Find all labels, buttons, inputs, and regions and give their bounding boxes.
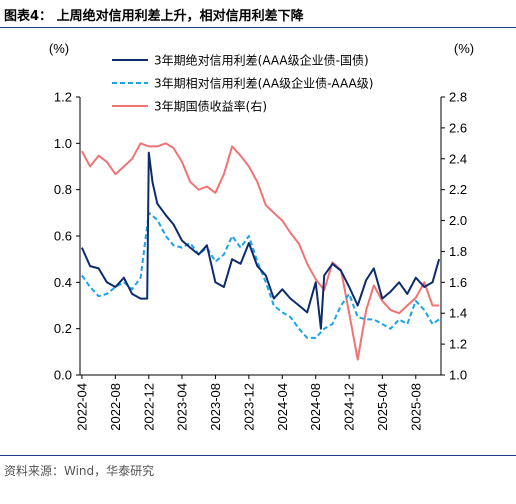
series-line-1 <box>81 211 440 339</box>
right-y-tick-label: 1.2 <box>449 337 467 352</box>
left-y-tick-label: 0.4 <box>54 275 72 290</box>
x-tick-label: 2025-04 <box>375 383 390 431</box>
legend-label-0: 3年期绝对信用利差(AAA级企业债-国债) <box>154 53 369 68</box>
figure-title: 图表4： 上周绝对信用利差上升，相对信用利差下降 <box>4 9 304 24</box>
right-y-tick-label: 1.6 <box>449 275 467 290</box>
legend: 3年期绝对信用利差(AAA级企业债-国债) 3年期相对信用利差(AA级企业债-AA… <box>112 53 373 114</box>
left-y-tick-label: 1.0 <box>54 136 72 151</box>
left-y-tick-label: 0.0 <box>54 368 72 383</box>
right-y-tick-label: 2.8 <box>449 90 467 105</box>
right-y-tick-label: 2.0 <box>449 213 467 228</box>
source-rule <box>0 455 516 456</box>
x-tick-label: 2024-12 <box>342 383 357 431</box>
axis-ticks: 0.0 0.2 0.4 0.6 0.8 1.0 1.2 1.0 1.2 1.4 1.6 1.8 2.0 2… <box>54 90 467 431</box>
series-lines <box>80 142 441 361</box>
right-y-tick-label: 2.2 <box>449 182 467 197</box>
x-tick-label: 2022-08 <box>108 383 123 431</box>
left-y-tick-label: 0.8 <box>54 182 72 197</box>
x-tick-label: 2023-12 <box>241 383 256 431</box>
legend-label-1: 3年期相对信用利差(AA级企业债-AAA级) <box>154 76 373 91</box>
right-y-tick-label: 2.4 <box>449 151 467 166</box>
x-tick-label: 2025-08 <box>408 383 423 431</box>
x-tick-label: 2024-04 <box>275 383 290 431</box>
left-unit-label: (%) <box>49 41 69 56</box>
x-tick-label: 2022-12 <box>141 383 156 431</box>
x-tick-label: 2023-08 <box>208 383 223 431</box>
right-y-tick-label: 1.4 <box>449 306 467 321</box>
series-line-0 <box>80 151 441 330</box>
left-y-tick-label: 0.6 <box>54 229 72 244</box>
x-tick-label: 2022-04 <box>74 383 89 431</box>
left-y-tick-label: 1.2 <box>54 90 72 105</box>
right-y-tick-label: 1.0 <box>449 368 467 383</box>
title-rule <box>0 27 516 28</box>
right-y-tick-label: 2.6 <box>449 120 467 135</box>
series-line-2 <box>81 142 440 361</box>
legend-label-2: 3年期国债收益率(右) <box>154 99 267 114</box>
right-y-tick-label: 1.8 <box>449 244 467 259</box>
left-y-tick-label: 0.2 <box>54 321 72 336</box>
right-unit-label: (%) <box>454 41 474 56</box>
source-note: 资料来源：Wind，华泰研究 <box>4 464 155 478</box>
x-tick-label: 2023-04 <box>174 383 189 431</box>
x-tick-label: 2024-08 <box>308 383 323 431</box>
